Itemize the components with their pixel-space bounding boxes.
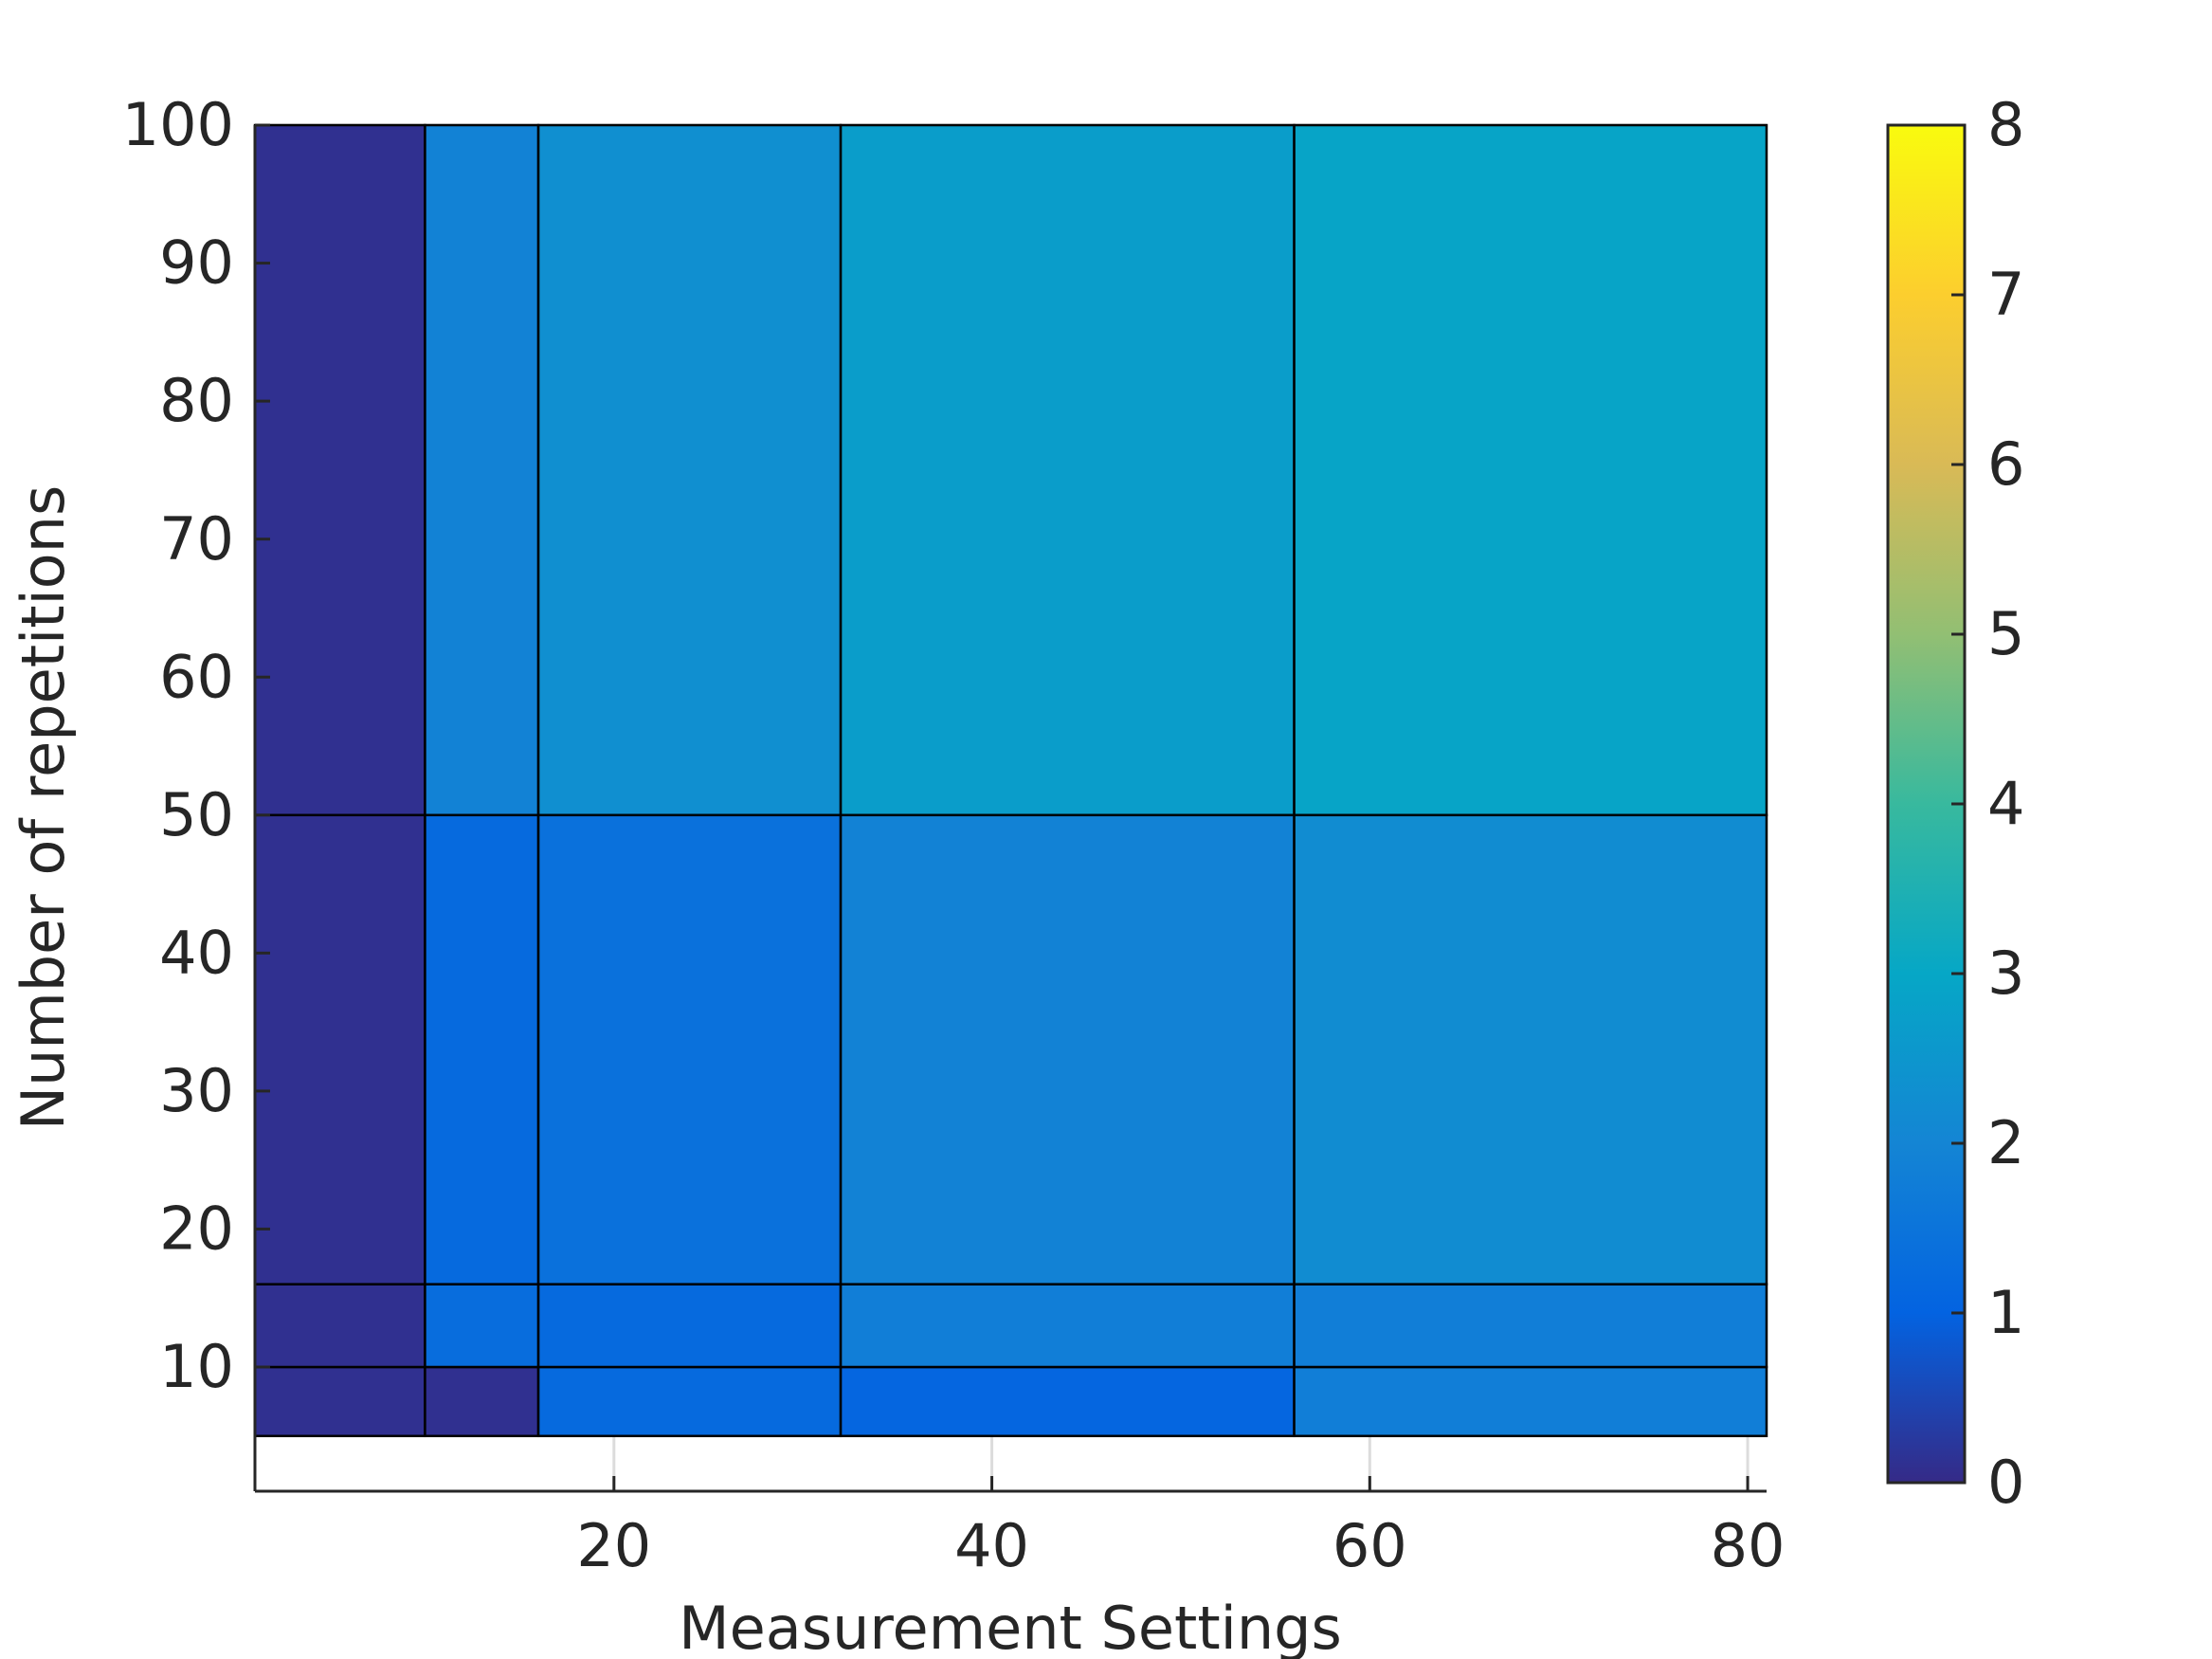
y-tick-label: 10 <box>159 1332 234 1401</box>
heatmap-cell <box>1293 123 1768 817</box>
colorbar-tick-label: 3 <box>1987 939 2024 1008</box>
heatmap-cell <box>536 1283 843 1369</box>
y-tick-label: 50 <box>159 780 234 849</box>
heatmap-cell <box>424 123 540 817</box>
x-tick-label: 20 <box>576 1511 651 1580</box>
colorbar-tick-label: 5 <box>1987 599 2024 668</box>
heatmap-cell <box>253 1283 426 1369</box>
colorbar-tick-label: 1 <box>1987 1278 2024 1347</box>
colorbar-tick-label: 4 <box>1987 769 2024 838</box>
y-tick-label: 30 <box>159 1056 234 1125</box>
heatmap-cell <box>1293 1283 1768 1369</box>
x-tick-label: 40 <box>954 1511 1029 1580</box>
heatmap-cell <box>839 1283 1296 1369</box>
heatmap-cell <box>1293 1365 1768 1438</box>
heatmap-cell <box>424 1283 540 1369</box>
heatmap-cell <box>839 123 1296 817</box>
y-tick-label: 80 <box>159 366 234 435</box>
heatmap-cell <box>536 813 843 1285</box>
colorbar-tick-label: 7 <box>1987 260 2024 329</box>
colorbar-tick-label: 8 <box>1987 90 2024 159</box>
heatmap-cell <box>424 1365 540 1438</box>
x-tick-label: 60 <box>1333 1511 1407 1580</box>
y-tick-label: 20 <box>159 1194 234 1264</box>
y-axis-label: Number of repetitions <box>9 485 78 1131</box>
heatmap-cell <box>253 123 426 817</box>
colorbar-tick-label: 2 <box>1987 1108 2024 1177</box>
heatmap-cell <box>253 813 426 1285</box>
heatmap-cell <box>424 813 540 1285</box>
heatmap-cell <box>839 813 1296 1285</box>
heatmap-cell <box>536 123 843 817</box>
heatmap-cell <box>253 1365 426 1438</box>
heatmap-cell <box>839 1365 1296 1438</box>
heatmap-cell <box>1293 813 1768 1285</box>
y-tick-label: 70 <box>159 504 234 574</box>
colorbar-tick-label: 6 <box>1987 429 2024 499</box>
colorbar-tick-label: 0 <box>1987 1448 2024 1517</box>
heatmap-cell <box>536 1365 843 1438</box>
y-tick-label: 90 <box>159 228 234 298</box>
x-tick-label: 80 <box>1711 1511 1786 1580</box>
y-tick-label: 40 <box>159 918 234 987</box>
y-tick-label: 100 <box>122 90 234 159</box>
y-tick-label: 60 <box>159 642 234 711</box>
x-axis-label: Measurement Settings <box>679 1594 1342 1659</box>
